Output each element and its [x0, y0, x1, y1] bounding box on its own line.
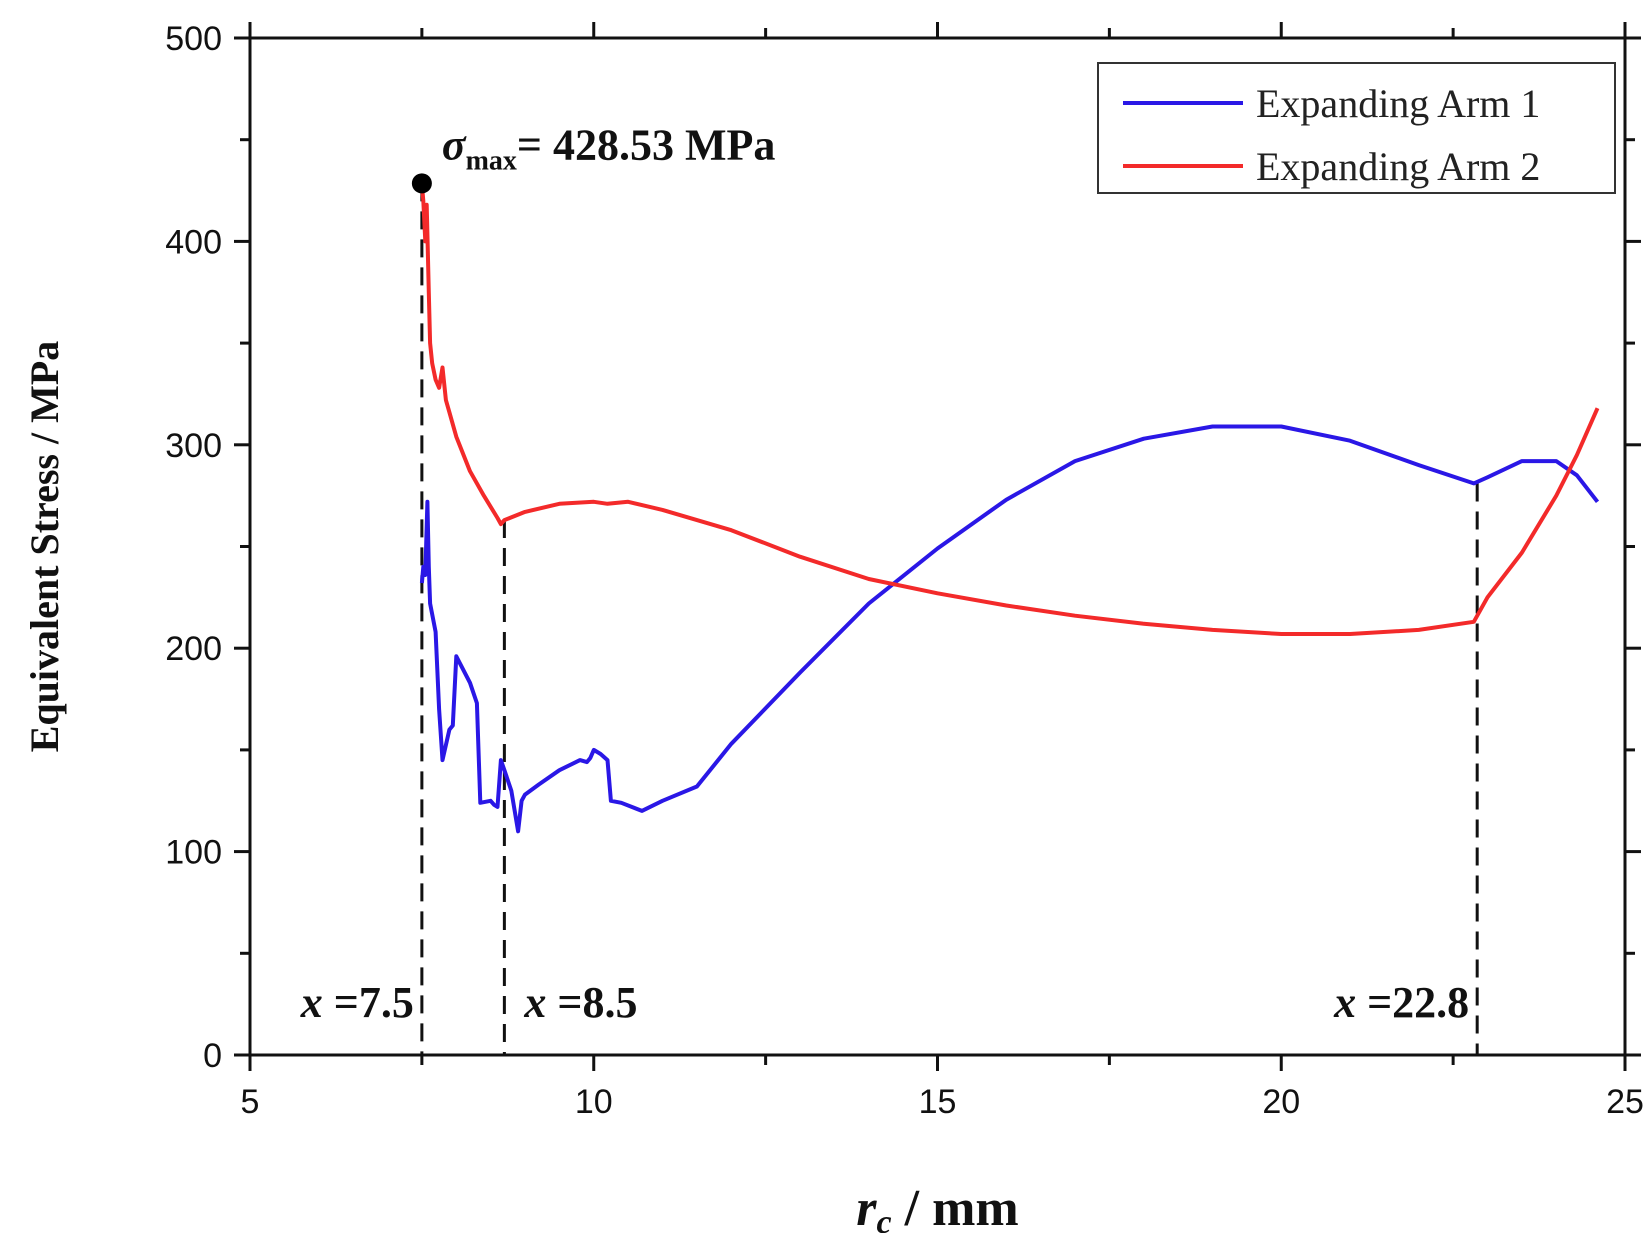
- y-tick-label: 500: [165, 20, 222, 58]
- x-axis-title-symbol: r: [856, 1180, 877, 1233]
- y-tick-label: 200: [165, 630, 222, 668]
- y-tick-label: 0: [203, 1037, 222, 1075]
- legend-label-arm-2: Expanding Arm 2: [1256, 144, 1540, 189]
- plot-frame: [248, 36, 1627, 1057]
- max-stress-label: σmax= 428.53 MPa: [442, 120, 776, 176]
- x-tick-label: 20: [1262, 1083, 1300, 1121]
- x-axis-title-unit: / mm: [892, 1180, 1019, 1233]
- x-tick-label: 5: [241, 1083, 260, 1121]
- max-stress-symbol: σ: [442, 120, 467, 169]
- legend: Expanding Arm 1 Expanding Arm 2: [1097, 62, 1616, 194]
- max-marker-layer: [411, 173, 432, 194]
- vline-label-22-8: x =22.8: [1333, 978, 1469, 1027]
- y-tick-label: 400: [165, 223, 222, 261]
- y-axis-title: Equivalent Stress / MPa: [22, 341, 67, 753]
- legend-box: [1097, 62, 1616, 194]
- vline-label-8-5: x =8.5: [523, 978, 637, 1027]
- max-stress-value: = 428.53 MPa: [517, 120, 775, 169]
- max-stress-subscript: max: [466, 145, 517, 176]
- series-line-arm-1: [419, 424, 1600, 834]
- axes-layer: 5 10 15 20 25 0 100 200 300 400 500: [165, 20, 1644, 1121]
- x-axis-title-subscript: c: [877, 1204, 892, 1233]
- reference-lines: [420, 183, 1479, 1055]
- series-line-arm-2: [419, 184, 1600, 636]
- max-point-marker: [411, 173, 432, 194]
- vline-label-7-5: x =7.5: [300, 978, 414, 1027]
- x-tick-label: 10: [575, 1083, 613, 1121]
- y-tick-label: 300: [165, 427, 222, 465]
- x-axis-title: rc / mm: [856, 1180, 1018, 1233]
- series-layer: [419, 184, 1600, 834]
- x-tick-label: 15: [919, 1083, 957, 1121]
- x-tick-label: 25: [1606, 1083, 1644, 1121]
- legend-label-arm-1: Expanding Arm 1: [1256, 81, 1540, 126]
- y-tick-label: 100: [165, 834, 222, 872]
